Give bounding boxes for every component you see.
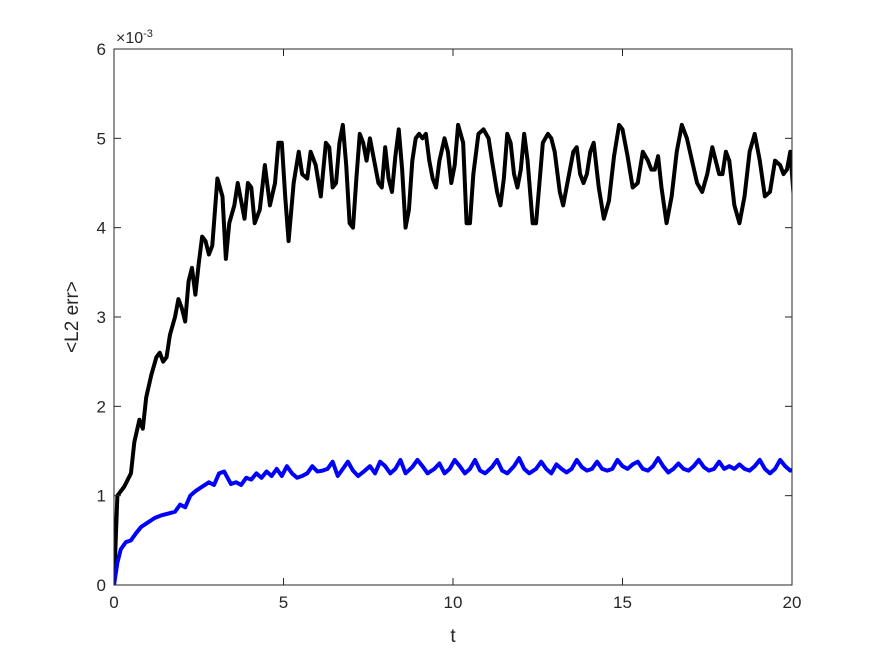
y-tick-label: 1 (97, 487, 106, 506)
x-tick-label: 20 (783, 593, 802, 612)
x-tick-label: 0 (109, 593, 118, 612)
y-tick-label: 2 (97, 397, 106, 416)
y-tick-label: 6 (97, 40, 106, 59)
series-line-1 (114, 122, 792, 585)
series-line-2 (114, 456, 792, 585)
x-axis-label: t (450, 626, 456, 647)
plot-area (114, 49, 792, 585)
y-tick-label: 3 (97, 308, 106, 327)
x-tick-label: 10 (444, 593, 463, 612)
x-tick-label: 15 (613, 593, 632, 612)
y-axis-label: <L2 err> (62, 281, 83, 353)
series-layer (114, 122, 792, 585)
y-tick-label: 4 (97, 219, 106, 238)
x-tick-label: 5 (279, 593, 288, 612)
ticks-layer: 0 5 10 15 20 0 1 2 3 4 5 6 (97, 40, 802, 612)
y-tick-label: 5 (97, 129, 106, 148)
y-tick-label: 0 (97, 576, 106, 595)
y-exponent-label: ×10-3 (116, 28, 153, 47)
